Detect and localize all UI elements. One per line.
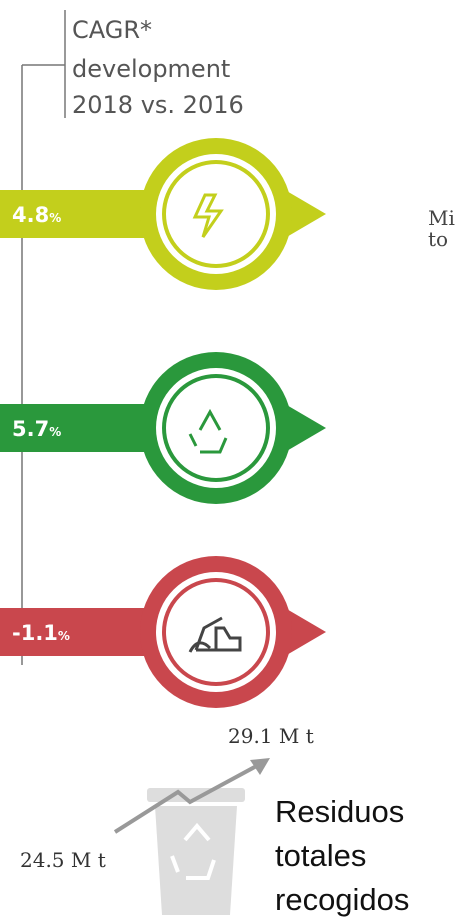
row: 4.8% [0,138,326,290]
end-amount: 29.1 M t [228,724,314,748]
value: 4.8 [12,203,49,227]
row: 5.7% [0,352,326,504]
bin-icon [147,788,245,915]
ring-inner [156,154,276,274]
total-label: Residuos [275,794,404,829]
side-text: Mi [428,206,455,230]
value-label: 5.7% [12,417,61,441]
band [0,608,160,656]
trend-arrow [113,761,263,834]
ring-inner [156,368,276,488]
arrow [285,608,326,656]
icon [192,193,224,238]
start-amount: 24.5 M t [20,848,106,872]
value-label: 4.8% [12,203,61,227]
side-text: to [428,227,448,251]
total-label: totales [275,838,366,873]
value: 5.7 [12,417,49,441]
header-text: CAGR* [72,16,152,44]
ring-thin [162,160,270,268]
icon [188,408,228,454]
unit: % [49,211,61,225]
header-text: development [72,55,230,83]
unit: % [49,425,61,439]
band [0,190,160,238]
band [0,404,160,452]
total-label: recogidos [275,882,409,917]
unit: % [58,629,70,643]
icon [188,616,242,653]
row: -1.1% [0,556,326,708]
arrow-head [250,758,270,775]
arrow [285,190,326,238]
value: -1.1 [12,621,58,645]
value-label: -1.1% [12,621,70,645]
ring-thin [162,374,270,482]
ring-thin [162,578,270,686]
arrow [285,404,326,452]
header-text: 2018 vs. 2016 [72,91,244,119]
